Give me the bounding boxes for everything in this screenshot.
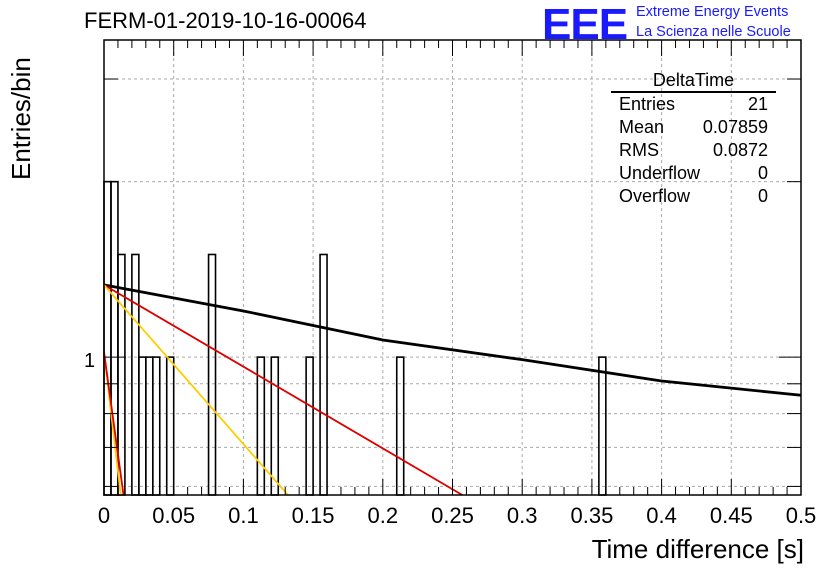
chart-title: FERM-01-2019-10-16-00064: [84, 8, 367, 33]
fit-line: [103, 351, 125, 496]
histogram-bar: [138, 356, 147, 496]
logo-line-2: La Scienza nelle Scuole: [636, 24, 791, 40]
y-axis-label: Entries/bin: [6, 57, 36, 180]
stats-row-underflow: Underflow 0: [611, 162, 776, 185]
stats-value: 0: [757, 186, 768, 206]
histogram-bars: [103, 180, 607, 496]
x-tick-label: 0.4: [646, 503, 677, 528]
stats-box: DeltaTime Entries 21 Mean 0.07859 RMS 0.…: [611, 70, 776, 208]
histogram-bar: [319, 253, 328, 496]
axis-ticks: [103, 40, 802, 495]
histogram-bar: [305, 356, 314, 496]
stats-value: 0.07859: [702, 117, 768, 137]
stats-label: Entries: [619, 94, 676, 114]
stats-value: 0: [757, 163, 768, 183]
x-tick-label: 0.05: [152, 503, 195, 528]
stats-title: DeltaTime: [611, 70, 776, 93]
x-tick-label: 0.35: [570, 503, 613, 528]
x-tick-label: 0.2: [368, 503, 399, 528]
histogram-bar: [395, 356, 405, 496]
stats-label: Underflow: [619, 163, 701, 183]
histogram-bar: [145, 356, 154, 496]
x-tick-label: 0.1: [228, 503, 259, 528]
stats-row-entries: Entries 21: [611, 93, 776, 116]
histogram-bar: [165, 356, 175, 496]
eee-logo: EEE: [542, 0, 628, 49]
histogram-bar: [103, 180, 112, 496]
histogram-bar: [598, 356, 607, 496]
x-tick-labels: 0 0.05 0.1 0.15 0.2 0.25 0.3 0.35 0.4 0.45 0.5: [98, 503, 816, 528]
stats-label: Mean: [619, 117, 665, 137]
fit-line: [103, 284, 463, 496]
histogram-bar: [270, 356, 280, 496]
fit-line: [103, 284, 289, 496]
stats-label: RMS: [619, 140, 659, 160]
x-tick-label: 0.15: [292, 503, 335, 528]
stats-row-mean: Mean 0.07859: [611, 116, 776, 139]
histogram-bar: [207, 253, 217, 496]
x-tick-label: 0.25: [431, 503, 474, 528]
fit-line: [103, 283, 802, 397]
x-tick-label: 0.5: [786, 503, 817, 528]
stats-row-rms: RMS 0.0872: [611, 139, 776, 162]
fit-lines: [103, 283, 802, 496]
stats-row-overflow: Overflow 0: [611, 185, 776, 208]
y-tick-label-1: 1: [84, 350, 96, 372]
histogram-bar: [151, 356, 161, 496]
stats-value: 21: [747, 94, 768, 114]
stats-label: Overflow: [619, 186, 691, 206]
x-tick-label: 0: [98, 503, 110, 528]
x-tick-label: 0.45: [710, 503, 753, 528]
stats-value: 0.0872: [712, 140, 768, 160]
x-tick-label: 0.3: [507, 503, 538, 528]
logo-line-1: Extreme Energy Events: [636, 4, 789, 20]
x-axis-label: Time difference [s]: [591, 534, 804, 564]
